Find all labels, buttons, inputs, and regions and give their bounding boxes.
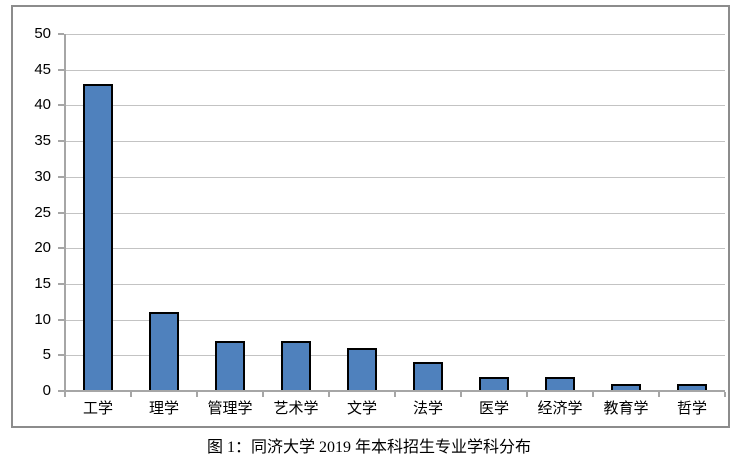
bar-哲学 [677, 383, 707, 391]
y-axis-tick [58, 140, 64, 143]
y-axis-tick [58, 354, 64, 357]
y-axis-tick-label: 50 [34, 25, 51, 42]
x-axis-category-label: 医学 [478, 400, 509, 417]
y-axis-tick [58, 175, 64, 178]
bar-法学 [413, 362, 443, 391]
y-axis-tick-label: 25 [34, 203, 51, 221]
y-axis-tick [58, 390, 64, 392]
x-axis-category-label: 法学 [412, 400, 443, 417]
y-axis-tick [58, 211, 64, 214]
x-axis-category-label: 管理学 [207, 400, 253, 417]
y-axis-tick-label: 35 [34, 132, 51, 150]
x-axis-category-label: 哲学 [676, 400, 707, 417]
bar-经济学 [545, 376, 575, 391]
x-axis-category-label: 经济学 [537, 400, 583, 417]
gridline [65, 105, 725, 107]
plot-area: 0 5 10 15 20 25 30 35 40 45 50 工学 理学 管理学 艺术学 文学 法学 医学 经济学 教… [34, 26, 726, 417]
x-axis-line [64, 390, 725, 392]
y-axis-tick [58, 247, 64, 250]
y-axis-tick-label: 45 [34, 60, 51, 78]
bar-工学 [83, 83, 113, 391]
y-axis-tick [58, 318, 64, 321]
gridline [65, 283, 725, 285]
bar-管理学 [215, 341, 245, 391]
x-axis-tick [328, 392, 330, 397]
x-axis-tick [196, 392, 198, 397]
x-axis-tick [262, 392, 264, 397]
y-axis-tick [58, 33, 64, 35]
x-axis-category-label: 文学 [346, 400, 377, 417]
x-axis-tick [130, 392, 132, 397]
y-axis-tick [58, 282, 64, 285]
bar-教育学 [611, 383, 641, 391]
y-axis-tick [58, 104, 64, 107]
x-axis-category-label: 工学 [82, 400, 113, 417]
y-axis-tick-label: 5 [42, 346, 51, 364]
bar-医学 [479, 376, 509, 391]
y-axis-tick-label: 40 [34, 96, 51, 114]
y-axis-tick-label: 20 [34, 239, 51, 257]
y-axis-tick [58, 68, 64, 71]
x-axis-tick [460, 392, 462, 397]
x-axis-category-label: 理学 [148, 400, 179, 417]
x-axis-tick [394, 392, 396, 397]
gridline [65, 319, 725, 321]
x-axis-tick [724, 392, 726, 397]
y-axis-tick-label: 10 [34, 310, 51, 328]
x-axis-tick [64, 392, 66, 397]
gridline [65, 248, 725, 250]
x-axis-tick [526, 392, 528, 397]
gridline [65, 176, 725, 178]
gridline [65, 69, 725, 71]
gridline [65, 212, 725, 214]
y-axis-tick-label: 0 [42, 382, 51, 399]
x-axis-category-label: 教育学 [603, 400, 649, 417]
bar-chart-frame: 0 5 10 15 20 25 30 35 40 45 50 工学 理学 管理学 艺术学 文学 法学 医学 经济学 教… [11, 5, 730, 428]
bar-理学 [149, 312, 179, 391]
bar-文学 [347, 348, 377, 391]
y-axis-tick-label: 30 [34, 167, 51, 185]
x-axis-category-label: 艺术学 [273, 400, 319, 417]
gridline [65, 34, 725, 35]
bar-艺术学 [281, 341, 311, 391]
gridline [65, 355, 725, 357]
gridline [65, 141, 725, 143]
y-axis-tick-label: 15 [34, 274, 51, 292]
x-axis-tick [592, 392, 594, 397]
x-axis-tick [658, 392, 660, 397]
figure-caption: 图 1：同济大学 2019 年本科招生专业学科分布 [206, 439, 531, 456]
y-axis-line [64, 34, 66, 391]
